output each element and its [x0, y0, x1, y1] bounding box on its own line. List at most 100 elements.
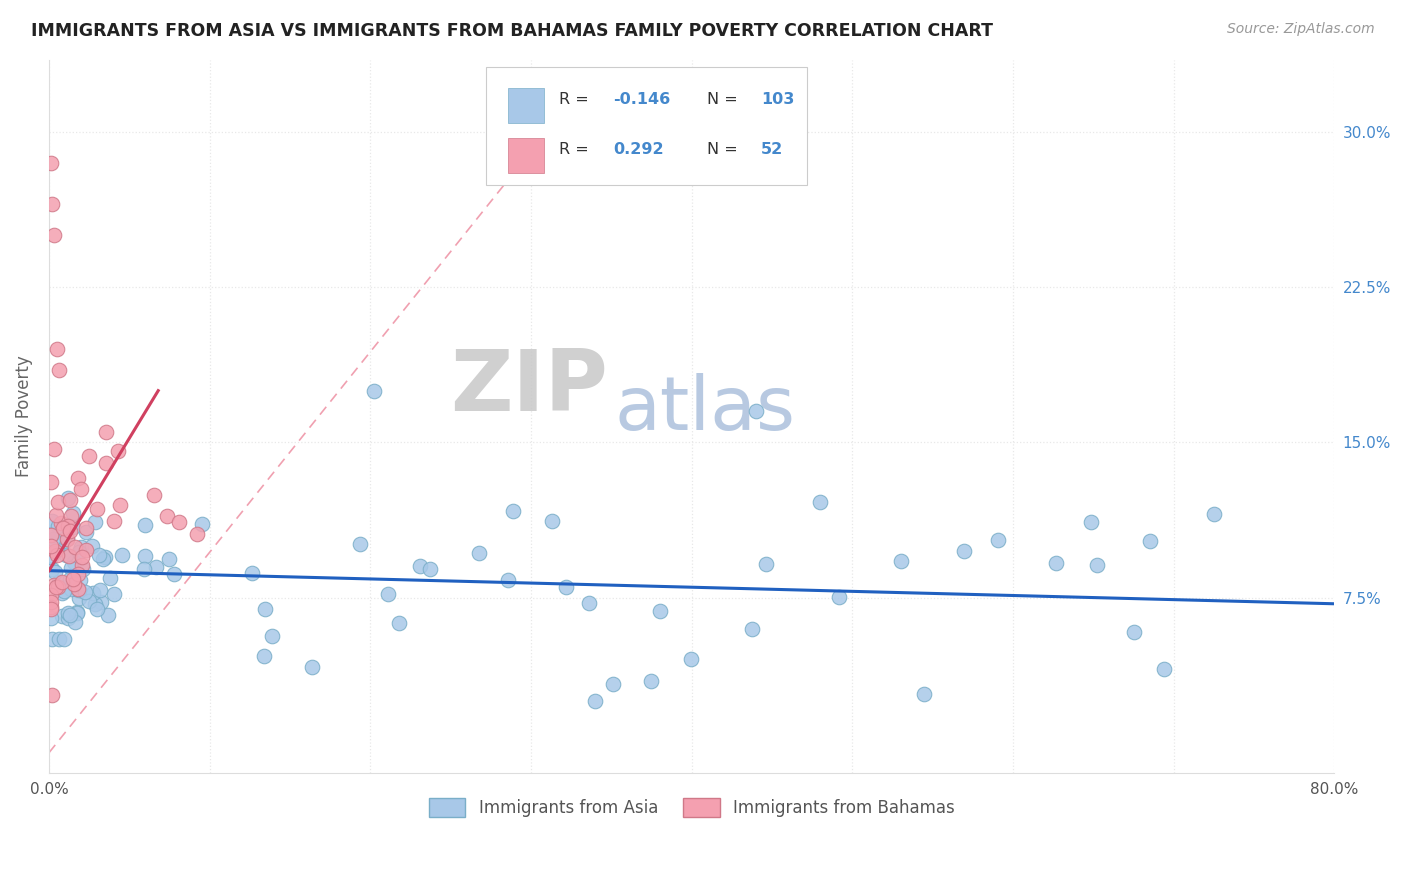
- Point: [44, 565, 66, 579]
- Point: [240, 566, 263, 580]
- Point: [111, 548, 134, 562]
- Point: [39, 602, 62, 616]
- Point: [86, 602, 108, 616]
- Point: [66, 566, 89, 581]
- Point: [1139, 534, 1161, 549]
- Y-axis label: Family Poverty: Family Poverty: [15, 356, 32, 477]
- Point: [583, 694, 606, 708]
- Point: [145, 560, 167, 574]
- Point: [56, 533, 79, 547]
- Point: [80, 539, 103, 553]
- Point: [41, 197, 63, 211]
- Point: [502, 504, 524, 518]
- Point: [44, 544, 66, 558]
- Point: [58, 492, 80, 507]
- Point: [60, 577, 83, 591]
- Point: [69, 573, 91, 587]
- Text: N =: N =: [707, 92, 742, 107]
- Text: atlas: atlas: [614, 373, 796, 446]
- Point: [39, 539, 62, 553]
- Text: R =: R =: [560, 142, 595, 157]
- Point: [97, 608, 120, 623]
- Point: [45, 580, 67, 594]
- Point: [953, 543, 976, 558]
- Point: [65, 540, 87, 554]
- Point: [53, 632, 76, 646]
- Text: 0.292: 0.292: [613, 142, 664, 157]
- Point: [96, 425, 118, 439]
- Point: [62, 519, 84, 533]
- Point: [650, 603, 672, 617]
- Point: [103, 587, 125, 601]
- Point: [56, 519, 79, 533]
- Point: [58, 611, 80, 625]
- Point: [45, 508, 67, 522]
- Point: [66, 471, 89, 485]
- Point: [134, 549, 156, 563]
- Point: [741, 622, 763, 636]
- FancyBboxPatch shape: [486, 67, 807, 185]
- Point: [62, 575, 84, 590]
- Point: [52, 584, 75, 599]
- Point: [1123, 624, 1146, 639]
- Point: [1085, 558, 1108, 572]
- Text: N =: N =: [707, 142, 742, 157]
- Point: [89, 583, 111, 598]
- Point: [39, 594, 62, 608]
- Point: [39, 156, 62, 170]
- Point: [134, 518, 156, 533]
- Point: [254, 602, 277, 616]
- Point: [39, 527, 62, 541]
- Point: [39, 600, 62, 615]
- Point: [46, 495, 69, 509]
- Point: [62, 506, 84, 520]
- Point: [46, 343, 69, 357]
- Point: [1080, 516, 1102, 530]
- Text: R =: R =: [560, 92, 595, 107]
- Point: [63, 555, 86, 569]
- Point: [79, 593, 101, 607]
- Point: [467, 546, 489, 560]
- FancyBboxPatch shape: [508, 138, 544, 173]
- Point: [42, 228, 65, 243]
- Point: [55, 548, 77, 562]
- Point: [363, 384, 385, 398]
- Point: [1045, 556, 1067, 570]
- Point: [66, 605, 89, 619]
- Point: [39, 550, 62, 565]
- Point: [890, 554, 912, 568]
- Legend: Immigrants from Asia, Immigrants from Bahamas: Immigrants from Asia, Immigrants from Ba…: [420, 789, 963, 826]
- Point: [41, 632, 63, 646]
- Point: [56, 532, 79, 546]
- Point: [62, 576, 84, 591]
- Point: [48, 632, 70, 646]
- Point: [98, 571, 121, 585]
- Point: [52, 536, 75, 550]
- Point: [755, 557, 778, 571]
- Point: [260, 629, 283, 643]
- Point: [48, 574, 70, 589]
- Point: [56, 491, 79, 505]
- Point: [48, 363, 70, 377]
- Point: [65, 582, 87, 596]
- Point: [42, 442, 65, 456]
- Point: [163, 567, 186, 582]
- Point: [41, 688, 63, 702]
- Point: [46, 580, 69, 594]
- Text: 103: 103: [761, 92, 794, 107]
- Point: [75, 542, 97, 557]
- Point: [103, 514, 125, 528]
- Point: [72, 550, 94, 565]
- Point: [52, 521, 75, 535]
- Point: [419, 562, 441, 576]
- Point: [828, 591, 851, 605]
- Point: [46, 519, 69, 533]
- Point: [1153, 661, 1175, 675]
- Point: [1204, 507, 1226, 521]
- Point: [49, 516, 72, 530]
- Point: [107, 444, 129, 458]
- Point: [134, 561, 156, 575]
- Point: [60, 561, 83, 575]
- Point: [808, 495, 831, 509]
- Point: [39, 588, 62, 602]
